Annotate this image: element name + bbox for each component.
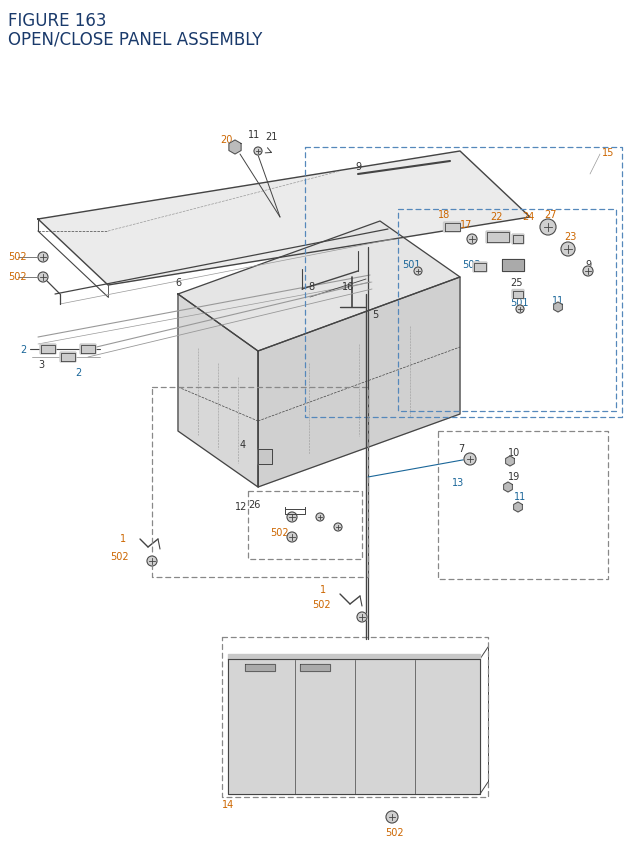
Text: 12: 12 xyxy=(235,501,248,511)
Text: 2: 2 xyxy=(75,368,81,378)
Text: 502: 502 xyxy=(312,599,331,610)
Circle shape xyxy=(540,220,556,236)
Polygon shape xyxy=(245,664,275,672)
Polygon shape xyxy=(228,654,480,660)
Circle shape xyxy=(38,273,48,282)
Text: 9: 9 xyxy=(355,162,361,172)
Polygon shape xyxy=(554,303,563,313)
Text: 23: 23 xyxy=(564,232,577,242)
Text: 14: 14 xyxy=(222,799,234,809)
Polygon shape xyxy=(38,152,530,286)
Text: 8: 8 xyxy=(308,282,314,292)
Text: 4: 4 xyxy=(240,439,246,449)
Polygon shape xyxy=(504,482,513,492)
Polygon shape xyxy=(178,294,258,487)
Text: 18: 18 xyxy=(438,210,451,220)
Text: OPEN/CLOSE PANEL ASSEMBLY: OPEN/CLOSE PANEL ASSEMBLY xyxy=(8,30,262,48)
Circle shape xyxy=(386,811,398,823)
Circle shape xyxy=(38,253,48,263)
Circle shape xyxy=(464,454,476,466)
Polygon shape xyxy=(502,260,524,272)
Text: 26: 26 xyxy=(248,499,260,510)
Text: 19: 19 xyxy=(508,472,520,481)
FancyBboxPatch shape xyxy=(473,263,487,273)
Polygon shape xyxy=(258,278,460,487)
Circle shape xyxy=(467,235,477,245)
Polygon shape xyxy=(514,503,522,512)
Text: 25: 25 xyxy=(510,278,522,288)
Text: 9: 9 xyxy=(585,260,591,269)
Circle shape xyxy=(334,523,342,531)
Text: 7: 7 xyxy=(458,443,464,454)
Text: 501: 501 xyxy=(402,260,420,269)
FancyBboxPatch shape xyxy=(40,344,56,355)
Text: 17: 17 xyxy=(460,220,472,230)
Circle shape xyxy=(316,513,324,522)
Text: 503: 503 xyxy=(462,260,481,269)
FancyBboxPatch shape xyxy=(80,344,96,355)
Text: 15: 15 xyxy=(602,148,614,158)
Text: FIGURE 163: FIGURE 163 xyxy=(8,12,106,30)
Text: 3: 3 xyxy=(38,360,44,369)
Text: 11: 11 xyxy=(248,130,260,139)
Polygon shape xyxy=(506,456,515,467)
Text: 21: 21 xyxy=(265,132,277,142)
Polygon shape xyxy=(178,222,460,351)
Text: 5: 5 xyxy=(372,310,378,319)
Circle shape xyxy=(516,306,524,313)
Text: 502: 502 xyxy=(8,251,27,262)
Polygon shape xyxy=(258,449,272,464)
Polygon shape xyxy=(300,664,330,672)
Polygon shape xyxy=(229,141,241,155)
FancyBboxPatch shape xyxy=(512,235,524,245)
FancyBboxPatch shape xyxy=(444,223,461,232)
Text: 22: 22 xyxy=(490,212,502,222)
Text: 27: 27 xyxy=(544,210,557,220)
Text: 6: 6 xyxy=(175,278,181,288)
Circle shape xyxy=(414,268,422,276)
Text: 1: 1 xyxy=(320,585,326,594)
Text: 10: 10 xyxy=(508,448,520,457)
Text: 13: 13 xyxy=(452,478,464,487)
Text: 11: 11 xyxy=(552,295,564,306)
Text: 501: 501 xyxy=(510,298,529,307)
Text: 502: 502 xyxy=(8,272,27,282)
Polygon shape xyxy=(228,660,480,794)
Text: 11: 11 xyxy=(514,492,526,501)
Text: 502: 502 xyxy=(385,827,404,837)
Circle shape xyxy=(583,267,593,276)
Text: 24: 24 xyxy=(522,212,534,222)
Text: 502: 502 xyxy=(110,551,129,561)
Circle shape xyxy=(147,556,157,567)
Circle shape xyxy=(287,512,297,523)
Circle shape xyxy=(254,148,262,156)
FancyBboxPatch shape xyxy=(512,290,524,299)
Circle shape xyxy=(357,612,367,623)
FancyBboxPatch shape xyxy=(60,353,76,362)
Circle shape xyxy=(287,532,297,542)
Circle shape xyxy=(561,243,575,257)
Text: 16: 16 xyxy=(342,282,355,292)
Text: 20: 20 xyxy=(220,135,232,145)
Text: 502: 502 xyxy=(270,528,289,537)
Text: 2: 2 xyxy=(20,344,26,355)
Text: 1: 1 xyxy=(120,533,126,543)
FancyBboxPatch shape xyxy=(486,232,510,244)
